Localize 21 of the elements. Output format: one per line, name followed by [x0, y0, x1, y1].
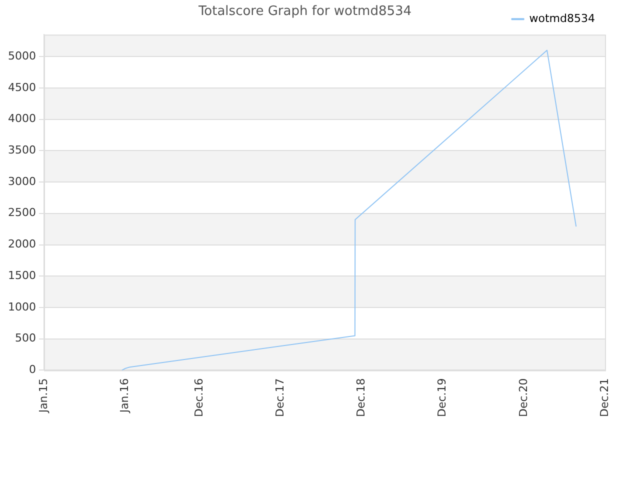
y-tick-label: 4000	[8, 112, 36, 126]
legend-label: wotmd8534	[529, 12, 596, 25]
y-tick-label: 2000	[8, 238, 36, 251]
x-tick-label: Dec.18	[354, 378, 368, 417]
y-tick-label: 3000	[8, 174, 36, 188]
y-tick-label: 4500	[8, 80, 36, 94]
x-tick-label: Jan.16	[118, 378, 131, 414]
x-tick-label: Dec.17	[273, 378, 286, 417]
x-tick-label: Dec.21	[598, 378, 611, 417]
y-tick-label: 1500	[8, 268, 36, 282]
y-tick-label: 0	[28, 363, 36, 376]
x-tick-label: Dec.20	[516, 378, 530, 417]
y-tick-label: 500	[14, 332, 36, 345]
x-tick-label: Dec.19	[436, 378, 449, 417]
y-tick-label: 2500	[8, 206, 36, 220]
y-tick-label: 3500	[8, 144, 36, 157]
chart-title: Totalscore Graph for wotmd8534	[197, 4, 412, 20]
x-tick-label: Dec.16	[192, 378, 206, 417]
x-tick-label: Jan.15	[36, 378, 50, 414]
y-tick-label: 5000	[8, 49, 36, 62]
y-tick-label: 1000	[8, 300, 36, 314]
